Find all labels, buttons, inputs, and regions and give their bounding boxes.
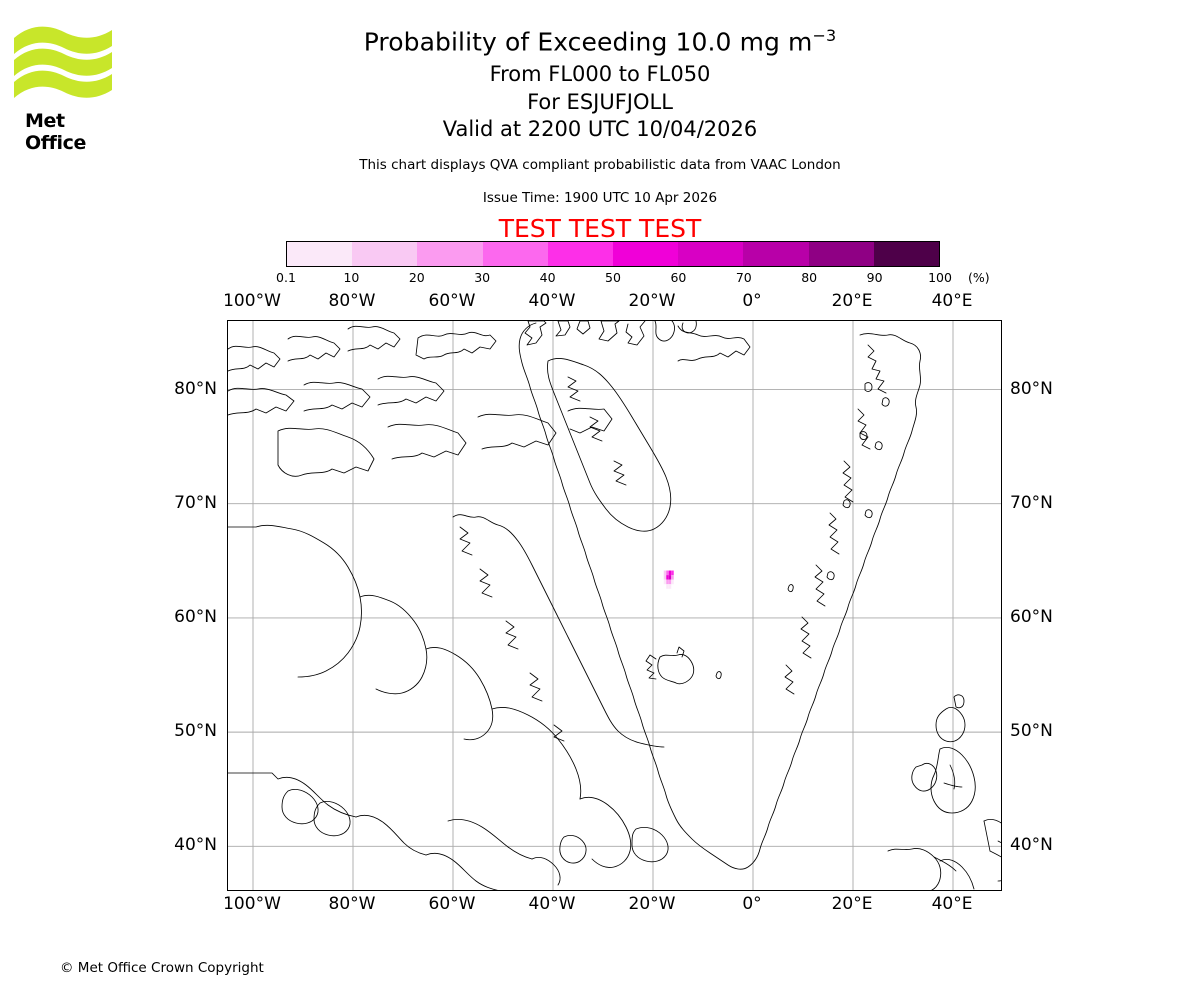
colorbar-band-7 — [743, 242, 809, 266]
flight-level-subtitle: From FL000 to FL050 — [489, 62, 711, 86]
colorbar-tick-10: 10 — [343, 270, 360, 285]
met-office-wordmark: Met Office — [25, 110, 86, 154]
colorbar-band-6 — [678, 242, 744, 266]
lon-tick-bottom-0°: 0° — [742, 894, 762, 914]
ash-cell-8 — [663, 579, 667, 585]
colorbar-tick-70: 70 — [735, 270, 752, 285]
lon-tick-bottom-80°W: 80°W — [328, 894, 376, 914]
ash-cell-1 — [666, 570, 669, 576]
colorbar-band-5 — [613, 242, 679, 266]
ash-cell-6 — [668, 575, 672, 580]
lat-tick-left-50°N: 50°N — [174, 721, 217, 742]
colorbar-tick-50: 50 — [605, 270, 621, 285]
met-office-logo: Met Office — [12, 22, 122, 154]
ash-cell-9 — [666, 579, 669, 585]
issue-time: Issue Time: 1900 UTC 10 Apr 2026 — [482, 190, 718, 206]
colorbar-units-label: (%) — [968, 270, 990, 285]
lon-tick-bottom-20°W: 20°W — [628, 894, 676, 914]
lat-tick-right-40°N: 40°N — [1010, 835, 1053, 856]
colorbar-tick-90: 90 — [866, 270, 883, 285]
colorbar-band-9 — [873, 242, 940, 266]
lon-tick-bottom-20°E: 20°E — [831, 894, 873, 914]
copyright-notice: © Met Office Crown Copyright — [60, 960, 264, 976]
colorbar-band-0 — [287, 242, 353, 266]
test-banner: TEST TEST TEST — [498, 214, 702, 243]
lon-tick-bottom-60°W: 60°W — [428, 894, 476, 914]
ash-cell-4 — [663, 575, 667, 580]
map-canvas — [228, 321, 1001, 890]
lat-tick-left-80°N: 80°N — [174, 378, 217, 399]
ash-cell-10 — [668, 579, 672, 585]
lon-tick-top-100°W: 100°W — [223, 291, 281, 311]
ash-cell-13 — [668, 584, 672, 589]
met-office-waves-icon — [14, 26, 112, 98]
page-title-text: Probability of Exceeding 10.0 mg m — [363, 27, 813, 57]
volcano-subtitle: For ESJUFJOLL — [527, 90, 673, 114]
valid-time-subtitle: Valid at 2200 UTC 10/04/2026 — [442, 117, 758, 141]
colorbar-tick-30: 30 — [474, 270, 491, 285]
colorbar-band-8 — [808, 242, 874, 266]
lat-tick-left-40°N: 40°N — [174, 835, 217, 856]
colorbar-band-3 — [482, 242, 548, 266]
map-plot-area — [227, 320, 1002, 891]
colorbar-tick-0.1: 0.1 — [276, 270, 296, 285]
lon-tick-bottom-40°E: 40°E — [931, 894, 973, 914]
colorbar-tick-20: 20 — [408, 270, 425, 285]
ash-cell-2 — [668, 570, 672, 576]
colorbar-tick-60: 60 — [670, 270, 687, 285]
ash-cell-12 — [666, 584, 669, 589]
coastlines — [228, 321, 1001, 890]
lat-tick-left-70°N: 70°N — [174, 492, 217, 513]
ash-cell-7 — [671, 575, 674, 580]
ash-probability-layer — [663, 570, 674, 589]
lat-tick-right-60°N: 60°N — [1010, 606, 1053, 627]
ash-cell-0 — [663, 570, 667, 576]
lat-tick-right-70°N: 70°N — [1010, 492, 1053, 513]
lon-tick-top-0°: 0° — [742, 291, 762, 311]
colorbar-tick-100: 100 — [928, 270, 952, 285]
lon-tick-top-60°W: 60°W — [428, 291, 476, 311]
colorbar-band-2 — [417, 242, 483, 266]
page-title-exponent: −3 — [812, 26, 837, 45]
lon-tick-bottom-100°W: 100°W — [223, 894, 281, 914]
graticule-gridlines — [228, 321, 1001, 890]
ash-cell-5 — [666, 575, 669, 580]
lon-tick-top-40°E: 40°E — [931, 291, 973, 311]
colorbar-band-4 — [547, 242, 614, 266]
ash-cell-11 — [671, 579, 674, 585]
lon-tick-top-20°W: 20°W — [628, 291, 676, 311]
ash-cell-3 — [671, 570, 674, 576]
colorbar-tick-40: 40 — [539, 270, 556, 285]
lon-tick-top-20°E: 20°E — [831, 291, 873, 311]
lat-tick-right-50°N: 50°N — [1010, 721, 1053, 742]
country-borders — [933, 764, 1001, 872]
colorbar-tick-80: 80 — [801, 270, 818, 285]
lat-tick-left-60°N: 60°N — [174, 606, 217, 627]
lat-tick-right-80°N: 80°N — [1010, 378, 1053, 399]
qva-note: This chart displays QVA compliant probab… — [359, 157, 841, 173]
lon-tick-top-40°W: 40°W — [528, 291, 576, 311]
probability-colorbar — [286, 241, 940, 267]
page-title: Probability of Exceeding 10.0 mg m−3 — [0, 26, 1200, 56]
lon-tick-bottom-40°W: 40°W — [528, 894, 576, 914]
colorbar-band-1 — [352, 242, 418, 266]
lon-tick-top-80°W: 80°W — [328, 291, 376, 311]
